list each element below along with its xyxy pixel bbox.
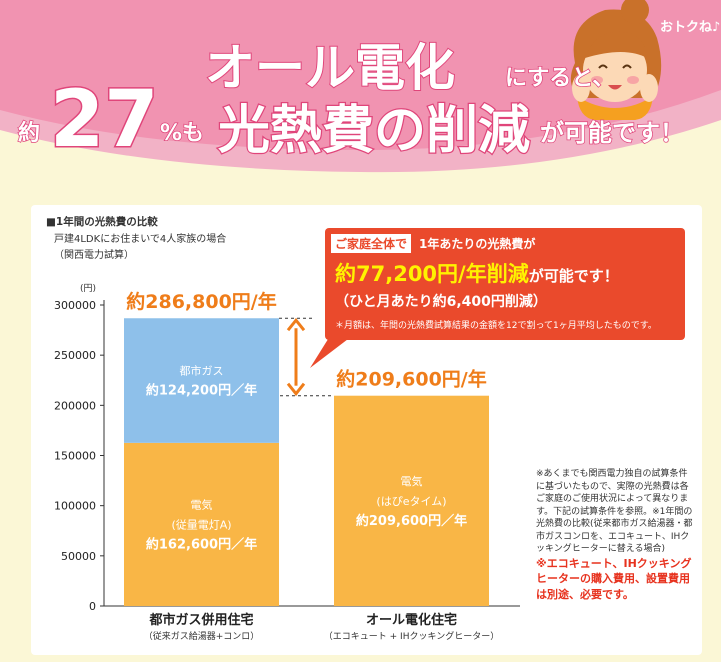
chart-source: （関西電力試算） xyxy=(54,250,134,261)
headline-percent-sign: %も xyxy=(159,120,205,147)
headline-prefix: 約 xyxy=(17,120,41,147)
footnote-warning: ※エコキュート、IHクッキングヒーターの購入費用、設置費用は別途、必要です。 xyxy=(536,556,692,601)
headline-tail: にすると、 xyxy=(504,65,615,92)
mascot-speech: おトクね♪ xyxy=(660,20,721,35)
savings-callout: ご家庭全体で 1年あたりの光熱費が 約77,200円/年削減が可能です！ （ひと… xyxy=(325,228,685,340)
header-banner xyxy=(0,0,721,173)
footnotes: ※あくまでも関西電力独自の試算条件に基づいたもので、実際の光熱費は各ご家庭のご使… xyxy=(536,468,696,602)
callout-footnote: ＊月額は、年間の光熱費試算結果の金額を12で割って1ヶ月平均したものです。 xyxy=(335,321,657,331)
callout-savings: 約77,200円/年削減が可能です！ xyxy=(335,258,619,288)
callout-monthly: （ひと月あたり約6,400円削減） xyxy=(335,294,547,310)
footnote-text: ※あくまでも関西電力独自の試算条件に基づいたもので、実際の光熱費は各ご家庭のご使… xyxy=(536,469,693,554)
callout-savings-rest: が可能です！ xyxy=(528,267,619,285)
mascot-illustration xyxy=(570,0,662,120)
chart-subtitle: 戸建4LDKにお住まいで4人家族の場合 xyxy=(54,234,227,245)
headline-possible: が可能です！ xyxy=(539,118,685,148)
headline-savings: 光熱費の削減 xyxy=(217,100,532,163)
callout-savings-amount: 約77,200円/年削減 xyxy=(335,262,529,286)
headline-main: オール電化 xyxy=(204,38,456,98)
callout-line1: 1年あたりの光熱費が xyxy=(419,237,536,251)
chart-title: ■1年間の光熱費の比較 xyxy=(46,216,158,228)
headline-percent-number: 27 xyxy=(49,74,161,167)
callout-tag: ご家庭全体で xyxy=(331,234,412,253)
